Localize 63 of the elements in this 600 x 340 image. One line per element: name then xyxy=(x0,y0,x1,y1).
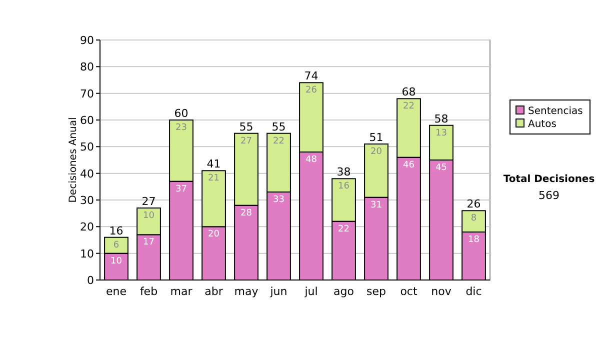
data-label: 33 xyxy=(273,195,284,205)
total-label: 58 xyxy=(434,112,448,126)
total-label: 51 xyxy=(369,131,384,144)
legend-label: Autos xyxy=(528,119,556,130)
data-label: 48 xyxy=(306,155,318,165)
legend-label: Sentencias xyxy=(528,106,583,117)
data-label: 16 xyxy=(338,182,350,192)
y-tick-label: 50 xyxy=(80,140,94,154)
data-label: 23 xyxy=(176,123,187,133)
data-label: 22 xyxy=(403,102,414,112)
x-tick-label: dic xyxy=(466,285,482,298)
data-label: 10 xyxy=(143,211,155,221)
total-label: 68 xyxy=(402,86,416,99)
data-label: 10 xyxy=(110,256,122,266)
x-tick-label: feb xyxy=(140,285,158,298)
x-tick-label: abr xyxy=(204,285,224,298)
x-tick-label: ago xyxy=(334,285,354,298)
data-label: 27 xyxy=(240,136,252,146)
data-label: 46 xyxy=(403,160,415,170)
data-label: 26 xyxy=(306,86,318,96)
data-label: 17 xyxy=(143,238,154,248)
total-label: 38 xyxy=(336,166,351,179)
total-label: 55 xyxy=(239,120,254,134)
y-tick-label: 80 xyxy=(80,60,94,74)
total-label: 55 xyxy=(272,120,286,134)
total-label: 26 xyxy=(466,198,481,211)
y-tick-label: 70 xyxy=(80,87,94,100)
total-label: 27 xyxy=(142,195,156,208)
text: Total Decisiones xyxy=(503,174,595,185)
x-tick-label: sep xyxy=(366,285,386,298)
data-label: 21 xyxy=(208,174,220,184)
x-tick-label: ene xyxy=(106,285,127,298)
x-tick-label: jun xyxy=(269,285,288,298)
y-tick-label: 0 xyxy=(87,274,94,287)
x-tick-label: may xyxy=(234,285,259,298)
y-tick-label: 60 xyxy=(80,114,94,127)
y-tick-label: 30 xyxy=(80,194,94,207)
data-label: 20 xyxy=(208,230,220,240)
total-label: 74 xyxy=(304,70,318,83)
data-label: 8 xyxy=(470,214,477,224)
y-tick-label: 10 xyxy=(80,247,94,260)
total-label: 60 xyxy=(174,107,188,120)
data-label: 18 xyxy=(468,235,480,245)
data-label: 13 xyxy=(436,128,447,138)
data-label: 31 xyxy=(370,200,382,210)
data-label: 6 xyxy=(113,240,120,250)
total-label: 16 xyxy=(109,224,124,238)
data-label: 28 xyxy=(240,208,252,218)
total-label: 41 xyxy=(206,158,221,171)
y-tick-label: 40 xyxy=(80,167,94,180)
y-axis-title: Decisiones Anual xyxy=(68,117,79,203)
data-label: 22 xyxy=(273,136,284,146)
y-tick-label: 90 xyxy=(80,34,94,47)
data-label: 20 xyxy=(370,147,382,157)
data-label: 45 xyxy=(436,163,447,173)
x-tick-label: oct xyxy=(400,285,418,298)
x-tick-label: mar xyxy=(170,285,193,298)
data-label: 37 xyxy=(176,184,187,194)
text: 569 xyxy=(538,189,560,202)
x-tick-label: nov xyxy=(431,285,452,298)
y-tick-label: 20 xyxy=(80,220,94,234)
data-label: 22 xyxy=(338,224,350,234)
x-tick-label: jul xyxy=(304,285,318,298)
